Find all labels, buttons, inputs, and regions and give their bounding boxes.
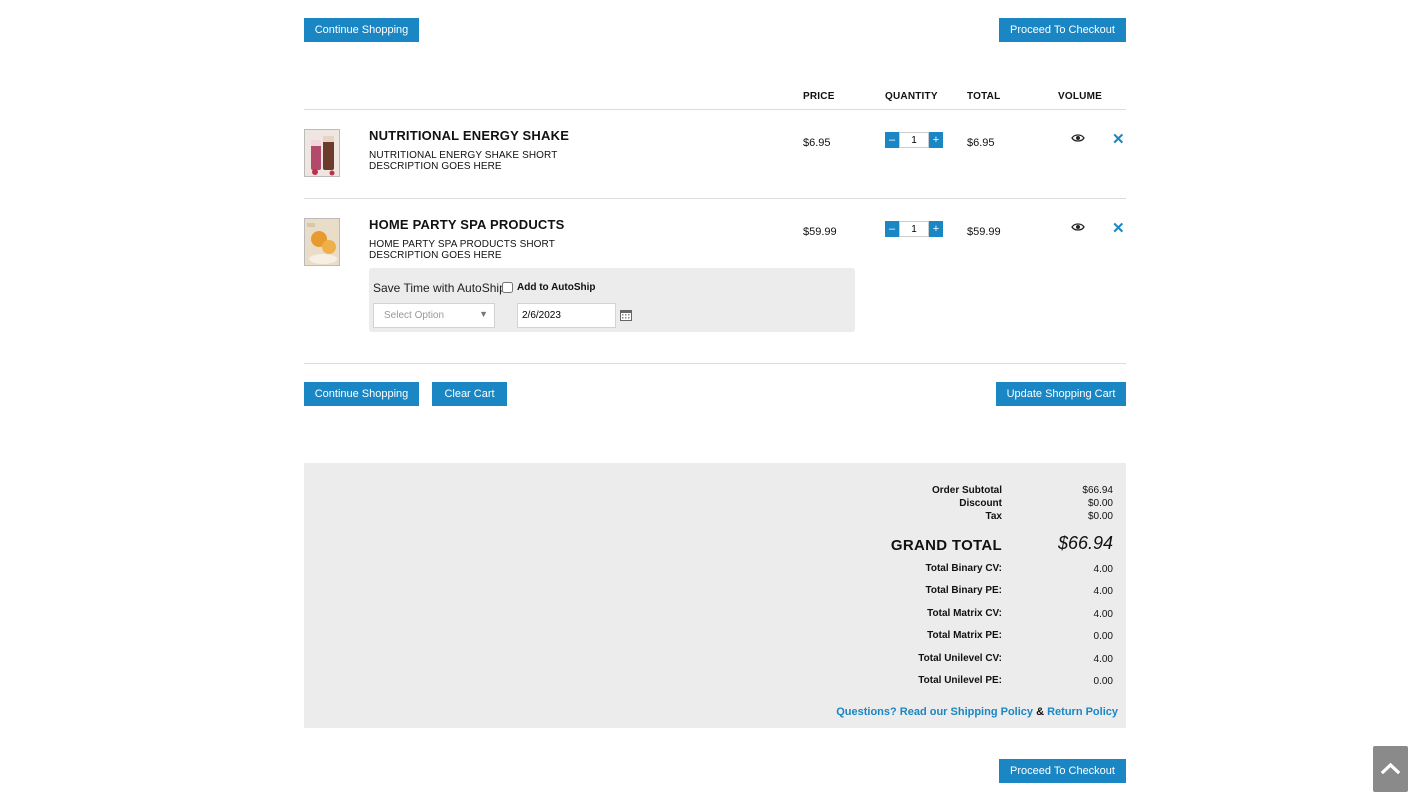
autoship-checkbox[interactable]: [502, 282, 513, 293]
header-total: TOTAL: [967, 91, 1001, 102]
update-cart-button[interactable]: Update Shopping Cart: [996, 382, 1126, 406]
discount-label: Discount: [959, 498, 1002, 509]
quantity-input[interactable]: [899, 221, 929, 237]
quantity-increase-button[interactable]: +: [929, 221, 943, 237]
autoship-title: Save Time with AutoShip: [373, 281, 506, 295]
eye-icon[interactable]: [1071, 133, 1085, 143]
product-image-spa[interactable]: [304, 218, 340, 266]
continue-shopping-button-top[interactable]: Continue Shopping: [304, 18, 419, 42]
header-price: PRICE: [803, 91, 835, 102]
volume-label: Total Binary PE:: [925, 585, 1003, 596]
quantity-decrease-button[interactable]: –: [885, 221, 899, 237]
clear-cart-button[interactable]: Clear Cart: [432, 382, 507, 406]
close-icon[interactable]: ✕: [1112, 131, 1125, 148]
autoship-date-input[interactable]: [517, 303, 616, 328]
autoship-checkbox-label[interactable]: Add to AutoShip: [517, 282, 596, 293]
grand-total-value: $66.94: [1057, 533, 1113, 553]
product-image-shake[interactable]: [304, 129, 340, 177]
quantity-increase-button[interactable]: +: [929, 132, 943, 148]
scroll-to-top-button[interactable]: [1373, 746, 1408, 792]
product-description: HOME PARTY SPA PRODUCTS SHORT DESCRIPTIO…: [369, 239, 555, 261]
volume-value: 4.00: [1093, 609, 1113, 620]
divider: [304, 363, 1126, 364]
volume-value: 0.00: [1093, 676, 1113, 687]
grand-total-label: GRAND TOTAL: [890, 537, 1002, 554]
subtotal-label: Order Subtotal: [931, 485, 1002, 496]
product-price: $59.99: [803, 226, 837, 238]
continue-shopping-button[interactable]: Continue Shopping: [304, 382, 419, 406]
policy-links: Questions? Read our Shipping Policy & Re…: [836, 706, 1118, 718]
tax-value: $0.00: [1087, 511, 1113, 522]
volume-label: Total Matrix CV:: [927, 608, 1002, 619]
product-price: $6.95: [803, 137, 831, 149]
chevron-up-icon: [1381, 762, 1400, 774]
autoship-frequency-select[interactable]: Select Option ▼: [373, 303, 495, 328]
close-icon[interactable]: ✕: [1112, 220, 1125, 237]
eye-icon[interactable]: [1071, 222, 1085, 232]
quantity-input[interactable]: [899, 132, 929, 148]
volume-value: 4.00: [1093, 654, 1113, 665]
calendar-icon[interactable]: [620, 310, 632, 321]
select-placeholder: Select Option: [384, 310, 445, 321]
tax-label: Tax: [985, 511, 1003, 522]
header-volume: VOLUME: [1058, 91, 1102, 102]
autoship-panel: Save Time with AutoShip Add to AutoShip …: [369, 268, 855, 332]
proceed-to-checkout-button-bottom[interactable]: Proceed To Checkout: [999, 759, 1126, 783]
volume-label: Total Matrix PE:: [927, 630, 1002, 641]
chevron-down-icon: ▼: [479, 309, 488, 319]
product-total: $59.99: [967, 226, 1001, 238]
proceed-to-checkout-button-top[interactable]: Proceed To Checkout: [999, 18, 1126, 42]
product-name[interactable]: HOME PARTY SPA PRODUCTS: [369, 217, 565, 232]
volume-value: 4.00: [1093, 586, 1113, 597]
shipping-policy-link[interactable]: Questions? Read our Shipping Policy: [836, 706, 1034, 718]
return-policy-link[interactable]: Return Policy: [1047, 706, 1118, 718]
header-quantity: QUANTITY: [885, 91, 938, 102]
discount-value: $0.00: [1087, 498, 1113, 509]
volume-label: Total Binary CV:: [925, 563, 1003, 574]
volume-value: 4.00: [1093, 564, 1113, 575]
volume-label: Total Unilevel PE:: [918, 675, 1002, 686]
product-name[interactable]: NUTRITIONAL ENERGY SHAKE: [369, 128, 570, 143]
divider: [304, 198, 1126, 199]
quantity-decrease-button[interactable]: –: [885, 132, 899, 148]
order-summary-panel: Order Subtotal $66.94 Discount $0.00 Tax…: [304, 463, 1126, 728]
volume-value: 0.00: [1093, 631, 1113, 642]
divider: [304, 109, 1126, 110]
product-description: NUTRITIONAL ENERGY SHAKE SHORT DESCRIPTI…: [369, 150, 558, 172]
policy-separator: &: [1036, 706, 1045, 718]
product-total: $6.95: [967, 137, 995, 149]
volume-label: Total Unilevel CV:: [918, 653, 1002, 664]
subtotal-value: $66.94: [1082, 485, 1113, 496]
